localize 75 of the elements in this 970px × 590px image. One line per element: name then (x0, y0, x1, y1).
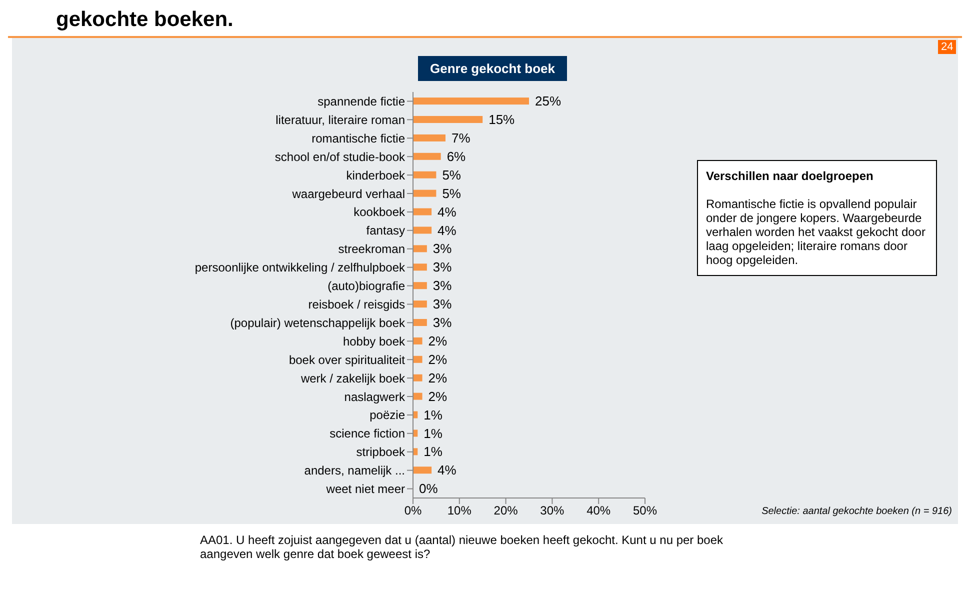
bar (413, 392, 422, 400)
bar (413, 318, 427, 326)
data-label: 6% (446, 148, 466, 164)
data-label: 0% (419, 481, 438, 496)
y-tick-label: boek over spiritualiteit (288, 352, 406, 367)
text: 24 (938, 40, 956, 54)
data-label: 1% (424, 426, 443, 441)
bar (413, 152, 441, 160)
y-tick-label: poëzie (370, 408, 406, 422)
data-label: 2% (428, 388, 448, 404)
data-label: 2% (428, 333, 448, 348)
bar (413, 208, 432, 216)
data-label: 2% (428, 370, 448, 386)
y-tick-label: kookboek (354, 205, 406, 220)
data-label: 15% (488, 112, 516, 128)
y-tick-label: spannende fictie (318, 94, 406, 108)
text: AA01. U heeft zojuist aangegeven dat u (aantal) nieuwe boeken heeft gekocht. Kunt u nu per boek aangeven welk genre dat boek geweest is? (200, 533, 724, 561)
chart-subtitle: Genre gekocht boek (418, 56, 567, 81)
y-tick-label: persoonlijke ontwikkeling / zelfhulpboek (194, 260, 406, 275)
bar (413, 300, 427, 308)
bar (413, 264, 427, 271)
x-tick-label: 50% (632, 504, 658, 518)
y-tick-label: weet niet meer (325, 482, 406, 496)
y-tick-label: naslagwerk (344, 390, 406, 404)
bar (413, 171, 436, 178)
x-tick-label: 40% (586, 504, 611, 518)
y-tick-label: kinderboek (346, 168, 406, 182)
data-label: 3% (432, 315, 452, 330)
data-label: 1% (424, 444, 443, 460)
x-tick-label: 30% (540, 504, 565, 518)
data-label: 5% (442, 186, 462, 201)
data-label: 4% (438, 222, 457, 238)
data-label: 4% (438, 204, 457, 220)
text: Verschillen naar doelgroepen (706, 169, 874, 183)
y-tick-label: fantasy (366, 224, 405, 238)
bar (413, 226, 432, 234)
bar (413, 116, 483, 123)
bar (413, 337, 422, 344)
y-tick-label: (populair) wetenschappelijk boek (230, 316, 406, 330)
bar (413, 356, 422, 363)
data-label: 3% (432, 296, 452, 312)
x-tick-label: 20% (494, 504, 518, 518)
y-tick-label: stripboek (356, 445, 406, 460)
bar (413, 374, 422, 382)
y-tick-label: science fiction (330, 426, 405, 441)
y-tick-label: romantische fictie (312, 131, 406, 146)
text: Romantische fictie is opvallend populair onder de jongere kopers. Waargebeurde verhalen worden het vaakst gekocht door laag opgeleiden; literaire romans door hoog opgeleiden. (706, 197, 926, 267)
text: Selectie: aantal gekochte boeken (n = 916) (762, 506, 952, 517)
data-label: 3% (432, 278, 452, 294)
y-tick-label: anders, namelijk ... (304, 464, 405, 478)
y-tick-label: literatuur, literaire roman (276, 112, 405, 127)
data-label: 3% (432, 241, 452, 256)
x-tick-label: 0% (404, 504, 422, 518)
y-tick-label: werk / zakelijk boek (300, 371, 406, 386)
data-label: 1% (424, 407, 443, 422)
y-tick-label: school en/of studie-book (274, 150, 406, 164)
bar (413, 466, 432, 474)
data-label: 4% (438, 462, 457, 478)
text: gekochte boeken. (56, 8, 234, 32)
bar (413, 282, 427, 290)
bar (413, 98, 529, 105)
bar (413, 245, 427, 252)
y-tick-label: reisboek / reisgids (308, 297, 405, 312)
bar (413, 134, 446, 142)
data-label: 7% (451, 130, 471, 146)
y-tick-label: (auto)biografie (328, 279, 406, 294)
y-tick-label: hobby boek (342, 334, 406, 348)
data-label: 5% (442, 167, 462, 182)
data-label: 25% (535, 94, 562, 109)
y-tick-label: streekroman (338, 242, 405, 256)
data-label: 3% (432, 260, 452, 275)
x-tick-label: 10% (447, 504, 472, 518)
data-label: 2% (428, 352, 448, 367)
y-tick-label: waargebeurd verhaal (291, 186, 405, 201)
bar (413, 190, 436, 197)
